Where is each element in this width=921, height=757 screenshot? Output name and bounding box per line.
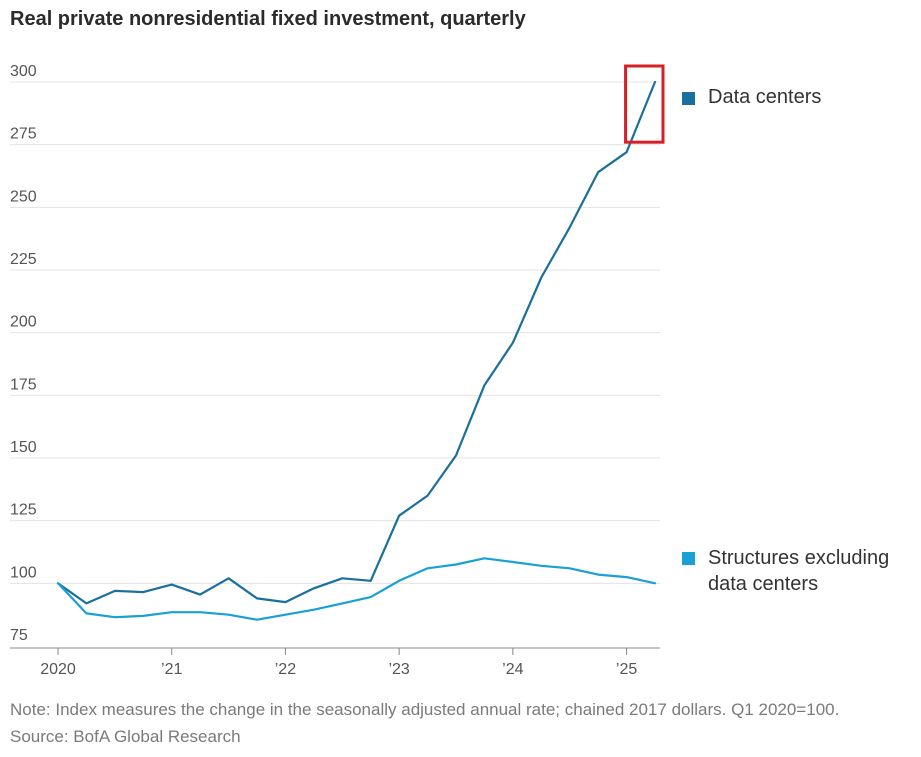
y-tick-label: 100 xyxy=(10,564,37,581)
series-line-structures xyxy=(56,557,657,621)
series-line-data-centers xyxy=(56,80,657,605)
x-tick-label: ’22 xyxy=(275,661,296,678)
y-tick-label: 125 xyxy=(10,502,37,519)
y-tick-label: 275 xyxy=(10,126,37,143)
legend-label-data-centers: Data centers xyxy=(708,86,822,108)
y-tick-label: 225 xyxy=(10,251,37,268)
x-tick-label: 2020 xyxy=(40,661,76,678)
legend-swatch-data-centers xyxy=(682,92,695,105)
y-tick-label: 200 xyxy=(10,314,37,331)
legend-swatch-structures xyxy=(682,552,695,565)
x-tick-label: ’25 xyxy=(616,661,637,678)
x-tick-label: ’21 xyxy=(161,661,182,678)
chart-note: Note: Index measures the change in the s… xyxy=(10,700,840,719)
y-tick-label: 250 xyxy=(10,188,37,205)
y-tick-label: 300 xyxy=(10,63,37,80)
highlight-box xyxy=(624,64,665,144)
legend-label-structures: Structures excluding data centers xyxy=(708,547,890,595)
y-tick-label: 75 xyxy=(10,627,28,644)
y-tick-label: 150 xyxy=(10,439,37,456)
x-tick-label: ’24 xyxy=(502,661,523,678)
chart-title: Real private nonresidential fixed invest… xyxy=(10,8,526,30)
y-tick-label: 175 xyxy=(10,376,37,393)
x-tick-label: ’23 xyxy=(388,661,409,678)
chart-source: Source: BofA Global Research xyxy=(10,727,241,746)
